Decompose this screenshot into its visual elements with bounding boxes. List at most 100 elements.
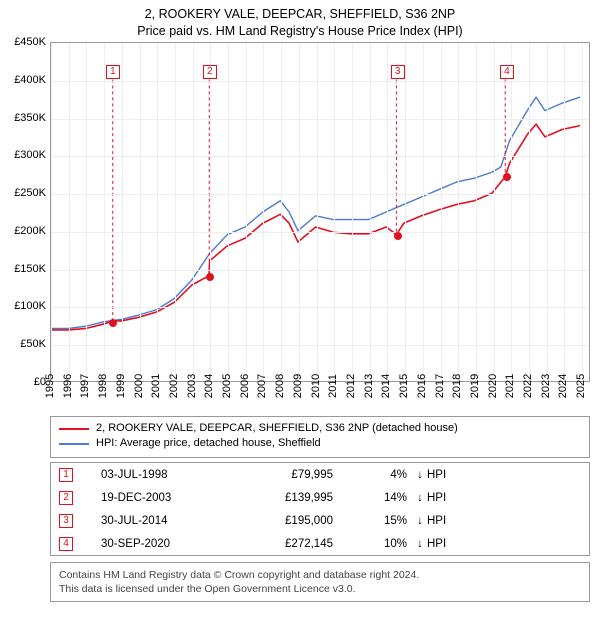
gridline-vertical — [193, 43, 194, 381]
chart-titles: 2, ROOKERY VALE, DEEPCAR, SHEFFIELD, S36… — [0, 0, 600, 40]
x-tick-label: 2016 — [416, 374, 428, 398]
x-tick-label: 2024 — [557, 374, 569, 398]
transaction-delta: 4% — [333, 469, 413, 481]
transaction-price: £139,995 — [223, 492, 333, 504]
transaction-date: 30-JUL-2014 — [73, 515, 223, 527]
legend-item: 2, ROOKERY VALE, DEEPCAR, SHEFFIELD, S36… — [59, 421, 581, 436]
gridline-vertical — [228, 43, 229, 381]
series-hpi — [51, 97, 580, 328]
transaction-vs-label: HPI — [427, 469, 457, 481]
gridline-vertical — [86, 43, 87, 381]
transaction-delta: 10% — [333, 538, 413, 550]
transaction-marker: 4 — [59, 537, 73, 551]
transaction-price: £79,995 — [223, 469, 333, 481]
gridline-vertical — [246, 43, 247, 381]
gridline-vertical — [175, 43, 176, 381]
y-tick-label: £250K — [14, 187, 46, 199]
legend-label: 2, ROOKERY VALE, DEEPCAR, SHEFFIELD, S36… — [96, 421, 458, 436]
marker-dot — [503, 173, 511, 181]
arrow-down-icon: ↓ — [413, 492, 427, 504]
gridline-vertical — [476, 43, 477, 381]
marker-label: 4 — [500, 65, 514, 79]
x-tick-label: 2018 — [451, 374, 463, 398]
gridline-horizontal — [51, 119, 589, 120]
gridline-horizontal — [51, 345, 589, 346]
gridline-vertical — [352, 43, 353, 381]
x-tick-label: 1998 — [97, 374, 109, 398]
transaction-vs-label: HPI — [427, 492, 457, 504]
x-tick-label: 2003 — [186, 374, 198, 398]
chart-area: £0£50K£100K£150K£200K£250K£300K£350K£400… — [0, 42, 600, 410]
y-tick-label: £100K — [14, 300, 46, 312]
legend-swatch — [59, 443, 89, 445]
gridline-vertical — [529, 43, 530, 381]
gridline-vertical — [69, 43, 70, 381]
transaction-marker: 3 — [59, 514, 73, 528]
gridline-vertical — [210, 43, 211, 381]
x-tick-label: 2023 — [540, 374, 552, 398]
x-tick-label: 2019 — [469, 374, 481, 398]
y-axis: £0£50K£100K£150K£200K£250K£300K£350K£400… — [0, 42, 50, 382]
arrow-down-icon: ↓ — [413, 469, 427, 481]
gridline-vertical — [582, 43, 583, 381]
gridline-vertical — [405, 43, 406, 381]
transaction-date: 19-DEC-2003 — [73, 492, 223, 504]
gridline-vertical — [423, 43, 424, 381]
gridline-vertical — [564, 43, 565, 381]
gridline-vertical — [511, 43, 512, 381]
x-tick-label: 2009 — [292, 374, 304, 398]
transaction-price: £272,145 — [223, 538, 333, 550]
y-tick-label: £150K — [14, 263, 46, 275]
y-tick-label: £400K — [14, 74, 46, 86]
x-tick-label: 1996 — [62, 374, 74, 398]
gridline-vertical — [370, 43, 371, 381]
x-tick-label: 2014 — [380, 374, 392, 398]
x-tick-label: 2013 — [363, 374, 375, 398]
attribution-line-1: Contains HM Land Registry data © Crown c… — [59, 568, 581, 582]
transaction-marker: 2 — [59, 491, 73, 505]
transaction-row: 219-DEC-2003£139,99514%↓HPI — [51, 486, 589, 509]
title-subtitle: Price paid vs. HM Land Registry's House … — [0, 23, 600, 40]
transaction-price: £195,000 — [223, 515, 333, 527]
plot-area: 1234 — [50, 42, 590, 382]
arrow-down-icon: ↓ — [413, 538, 427, 550]
transaction-delta: 15% — [333, 515, 413, 527]
x-tick-label: 1999 — [115, 374, 127, 398]
x-tick-label: 1997 — [79, 374, 91, 398]
marker-dot — [394, 232, 402, 240]
x-tick-label: 2004 — [203, 374, 215, 398]
x-tick-label: 2008 — [274, 374, 286, 398]
x-tick-label: 2017 — [434, 374, 446, 398]
y-tick-label: £200K — [14, 225, 46, 237]
x-tick-label: 2025 — [575, 374, 587, 398]
gridline-horizontal — [51, 156, 589, 157]
y-tick-label: £50K — [20, 338, 46, 350]
x-tick-label: 2002 — [168, 374, 180, 398]
legend-swatch — [59, 428, 89, 430]
gridline-vertical — [317, 43, 318, 381]
x-tick-label: 2006 — [239, 374, 251, 398]
marker-label: 3 — [391, 65, 405, 79]
marker-dot — [109, 319, 117, 327]
x-tick-label: 2010 — [310, 374, 322, 398]
transaction-date: 30-SEP-2020 — [73, 538, 223, 550]
gridline-horizontal — [51, 307, 589, 308]
x-tick-label: 2000 — [133, 374, 145, 398]
gridline-horizontal — [51, 81, 589, 82]
gridline-vertical — [441, 43, 442, 381]
attribution-box: Contains HM Land Registry data © Crown c… — [50, 562, 590, 602]
transaction-vs-label: HPI — [427, 515, 457, 527]
gridline-vertical — [157, 43, 158, 381]
legend-item: HPI: Average price, detached house, Shef… — [59, 436, 581, 451]
marker-dot — [206, 273, 214, 281]
transaction-vs-label: HPI — [427, 538, 457, 550]
y-tick-label: £450K — [14, 36, 46, 48]
transaction-row: 103-JUL-1998£79,9954%↓HPI — [51, 463, 589, 486]
gridline-vertical — [281, 43, 282, 381]
x-tick-label: 2020 — [487, 374, 499, 398]
gridline-horizontal — [51, 194, 589, 195]
gridline-vertical — [51, 43, 52, 381]
legend-label: HPI: Average price, detached house, Shef… — [96, 436, 321, 451]
gridline-vertical — [263, 43, 264, 381]
legend-box: 2, ROOKERY VALE, DEEPCAR, SHEFFIELD, S36… — [50, 416, 590, 458]
